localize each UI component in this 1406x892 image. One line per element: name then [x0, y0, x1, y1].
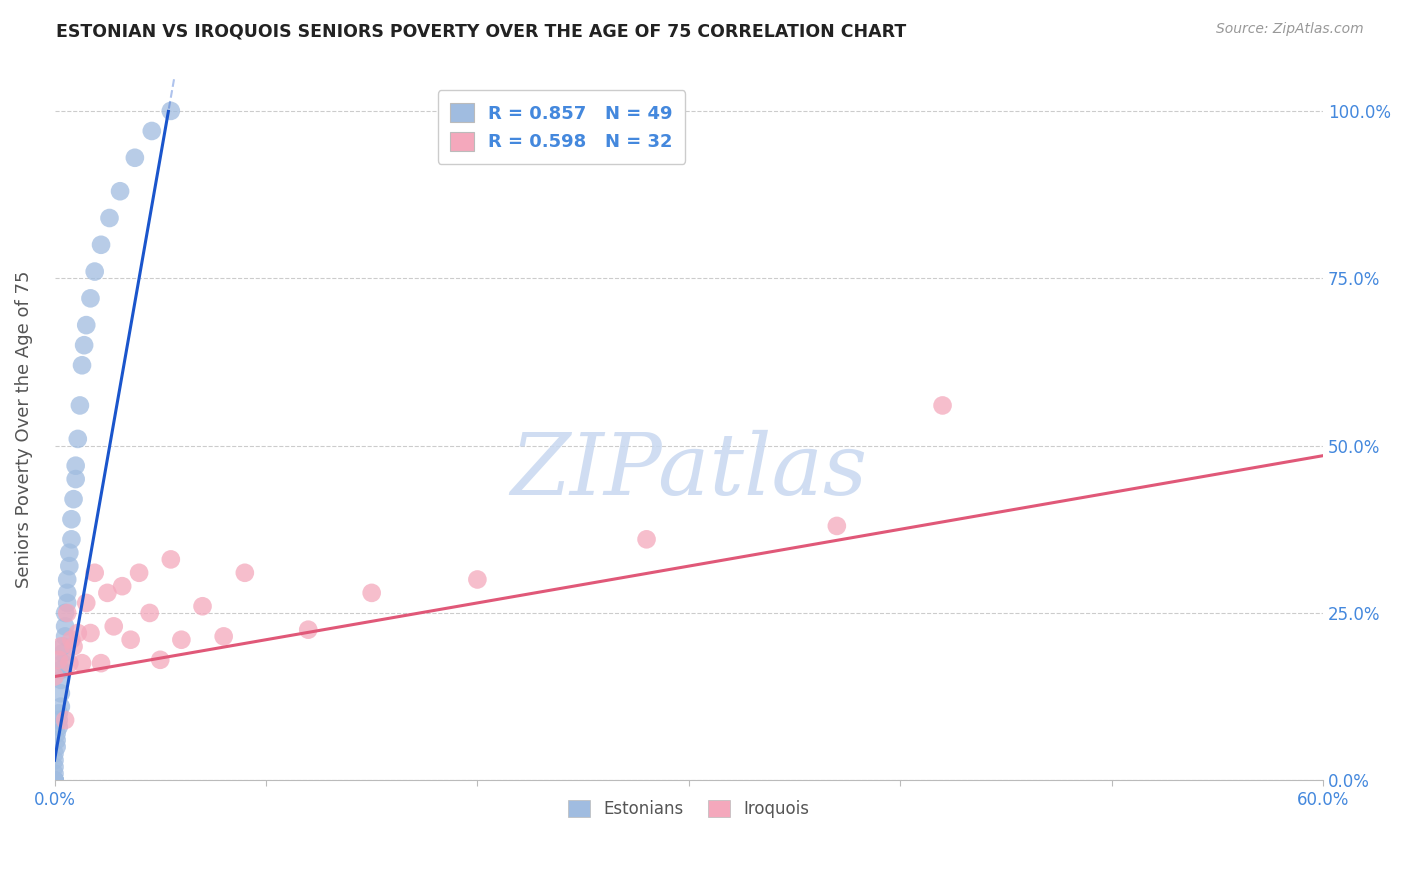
Point: [233, 566, 256, 580]
Point: [44, 760, 66, 774]
Point: [931, 399, 953, 413]
Point: [297, 623, 319, 637]
Point: [44, 773, 66, 788]
Point: [53, 606, 76, 620]
Point: [56, 573, 79, 587]
Point: [52, 656, 75, 670]
Point: [49, 663, 72, 677]
Point: [44, 773, 66, 788]
Point: [65, 472, 87, 486]
Point: [45, 733, 67, 747]
Point: [58, 546, 80, 560]
Point: [75, 596, 97, 610]
Point: [138, 606, 160, 620]
Point: [73, 338, 96, 352]
Point: [467, 573, 489, 587]
Point: [149, 653, 172, 667]
Point: [52, 646, 75, 660]
Point: [48, 706, 70, 721]
Point: [49, 699, 72, 714]
Point: [170, 632, 193, 647]
Point: [191, 599, 214, 614]
Point: [79, 626, 101, 640]
Point: [58, 656, 80, 670]
Point: [128, 566, 150, 580]
Y-axis label: Seniors Poverty Over the Age of 75: Seniors Poverty Over the Age of 75: [15, 270, 32, 588]
Point: [44, 753, 66, 767]
Point: [98, 211, 121, 225]
Point: [44, 773, 66, 788]
Point: [56, 586, 79, 600]
Point: [66, 432, 89, 446]
Point: [45, 739, 67, 754]
Legend: Estonians, Iroquois: Estonians, Iroquois: [561, 793, 815, 825]
Point: [48, 720, 70, 734]
Point: [159, 552, 181, 566]
Point: [60, 512, 83, 526]
Point: [62, 492, 84, 507]
Point: [44, 773, 66, 788]
Point: [60, 632, 83, 647]
Point: [56, 606, 79, 620]
Point: [49, 686, 72, 700]
Point: [44, 669, 66, 683]
Point: [49, 673, 72, 687]
Point: [45, 726, 67, 740]
Point: [60, 533, 83, 547]
Point: [48, 713, 70, 727]
Text: ESTONIAN VS IROQUOIS SENIORS POVERTY OVER THE AGE OF 75 CORRELATION CHART: ESTONIAN VS IROQUOIS SENIORS POVERTY OVE…: [56, 22, 907, 40]
Point: [62, 640, 84, 654]
Point: [360, 586, 382, 600]
Point: [83, 566, 105, 580]
Point: [159, 103, 181, 118]
Point: [44, 773, 66, 788]
Point: [141, 124, 163, 138]
Point: [111, 579, 134, 593]
Point: [75, 318, 97, 332]
Point: [70, 359, 93, 373]
Point: [66, 626, 89, 640]
Point: [70, 656, 93, 670]
Point: [53, 619, 76, 633]
Point: [90, 237, 112, 252]
Point: [825, 519, 848, 533]
Point: [96, 586, 118, 600]
Point: [58, 559, 80, 574]
Point: [44, 747, 66, 761]
Point: [49, 640, 72, 654]
Point: [44, 766, 66, 780]
Point: [79, 291, 101, 305]
Point: [69, 399, 91, 413]
Point: [120, 632, 142, 647]
Point: [83, 264, 105, 278]
Point: [53, 713, 76, 727]
Point: [124, 151, 146, 165]
Text: ZIPatlas: ZIPatlas: [510, 430, 868, 512]
Point: [53, 629, 76, 643]
Point: [90, 656, 112, 670]
Point: [65, 458, 87, 473]
Point: [212, 629, 235, 643]
Point: [108, 184, 131, 198]
Point: [56, 596, 79, 610]
Point: [103, 619, 125, 633]
Point: [48, 653, 70, 667]
Point: [52, 640, 75, 654]
Text: Source: ZipAtlas.com: Source: ZipAtlas.com: [1216, 22, 1364, 37]
Point: [636, 533, 658, 547]
Point: [44, 773, 66, 788]
